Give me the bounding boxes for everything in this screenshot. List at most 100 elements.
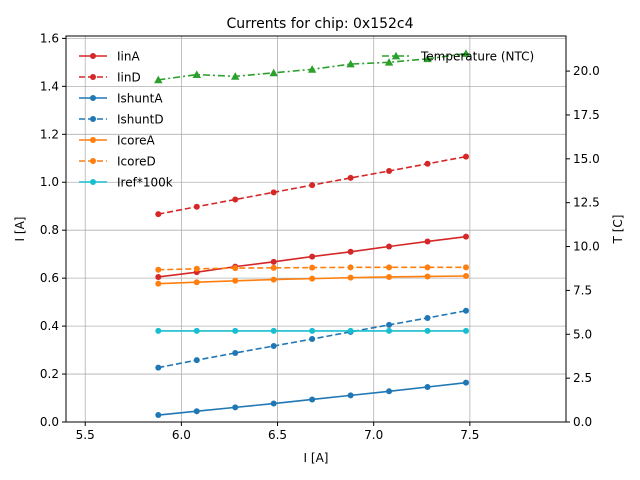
data-point (309, 253, 316, 260)
data-point (424, 327, 431, 334)
data-point (463, 153, 469, 160)
x-tick-label: 5.5 (76, 428, 95, 442)
y-tick-label: 0.0 (40, 415, 59, 429)
data-point (386, 321, 393, 328)
legend-marker (90, 137, 96, 143)
data-point (384, 58, 394, 66)
y2-tick-label: 0.0 (573, 415, 592, 429)
data-point (270, 276, 277, 283)
data-point (424, 160, 431, 167)
x-tick-label: 7.5 (460, 428, 479, 442)
y2-tick-label: 7.5 (573, 283, 592, 297)
data-point (155, 266, 162, 273)
data-point (232, 327, 239, 334)
series-iref-100k (155, 327, 469, 334)
y-axis-left: 0.0 0.2 0.4 0.6 0.8 1.0 1.2 1.4 1.6 (40, 31, 66, 429)
y2-tick-label: 12.5 (573, 196, 600, 210)
data-point (309, 396, 316, 403)
legend-label: Temperature (NTC) (420, 50, 534, 64)
data-point (463, 233, 469, 240)
legend-marker (90, 53, 96, 59)
data-point (193, 203, 200, 210)
data-point (193, 327, 200, 334)
data-point (307, 65, 317, 73)
y2-tick-label: 20.0 (573, 64, 600, 78)
data-point (193, 279, 200, 286)
data-point (463, 272, 469, 279)
data-point (155, 364, 162, 371)
data-point (424, 264, 431, 271)
y-tick-label: 0.2 (40, 367, 59, 381)
data-point (309, 327, 316, 334)
legend-item: IinD (79, 71, 141, 85)
data-point (270, 189, 277, 196)
y-tick-label: 1.4 (40, 79, 59, 93)
y-tick-label: 1.0 (40, 175, 59, 189)
y-tick-label: 1.2 (40, 127, 59, 141)
data-point (155, 327, 162, 334)
data-point (424, 273, 431, 280)
legend-label: IcoreD (117, 155, 156, 169)
data-point (423, 54, 432, 63)
data-point (192, 70, 201, 78)
data-point (309, 264, 316, 271)
legend-temperature: Temperature (NTC) (382, 50, 534, 64)
data-point (347, 174, 354, 181)
y2-tick-label: 17.5 (573, 108, 600, 122)
data-point (270, 327, 277, 334)
data-point (463, 264, 469, 271)
y2-tick-label: 15.0 (573, 152, 600, 166)
legend-item: IshuntD (79, 113, 164, 127)
legend-label: IinD (117, 71, 141, 85)
data-point (193, 408, 200, 415)
legend-item: IcoreD (79, 155, 156, 169)
legend-marker (391, 51, 401, 60)
data-point (270, 342, 277, 349)
data-point (347, 248, 354, 255)
data-point (232, 196, 239, 203)
legend-item: Iref*100k (79, 176, 173, 190)
data-point (424, 383, 431, 390)
data-point (309, 275, 316, 282)
legend-label: IcoreA (117, 134, 156, 148)
y2-axis-label: T [C] (611, 215, 625, 245)
legend-label: IinA (117, 50, 140, 64)
y-axis-label: I [A] (13, 217, 27, 242)
legend-label: Iref*100k (117, 176, 173, 190)
data-point (386, 327, 393, 334)
data-point (155, 273, 162, 280)
legend: IinA IinD IshuntA IshuntD IcoreA IcoreD Iref*1… (79, 50, 173, 190)
data-point (424, 238, 431, 245)
legend-item: IcoreA (79, 134, 156, 148)
data-point (231, 72, 240, 80)
data-point (347, 327, 354, 334)
series-icorea (155, 272, 469, 287)
data-point (309, 336, 316, 343)
data-point (154, 75, 163, 84)
legend-marker (90, 179, 96, 185)
y2-tick-label: 10.0 (573, 240, 600, 254)
data-point (461, 49, 471, 57)
data-point (155, 412, 162, 419)
y-tick-label: 0.4 (40, 319, 59, 333)
series-iind (155, 153, 469, 218)
series-temperature-ntc (154, 49, 471, 84)
legend-item: Temperature (NTC) (382, 50, 534, 64)
data-point (232, 404, 239, 411)
x-tick-label: 6.5 (268, 428, 287, 442)
data-point (193, 357, 200, 364)
series-iina (155, 233, 469, 280)
y-tick-label: 0.6 (40, 271, 59, 285)
data-point (386, 243, 393, 250)
data-point (347, 274, 354, 281)
data-point (424, 314, 431, 321)
data-point (155, 280, 162, 287)
series-layer (154, 49, 471, 419)
x-axis-label: I [A] (304, 451, 329, 465)
data-point (347, 392, 354, 399)
x-tick-label: 6.0 (172, 428, 191, 442)
legend-marker (90, 74, 96, 80)
legend-marker (90, 158, 96, 164)
data-point (232, 349, 239, 356)
series-ishuntd (155, 307, 469, 371)
